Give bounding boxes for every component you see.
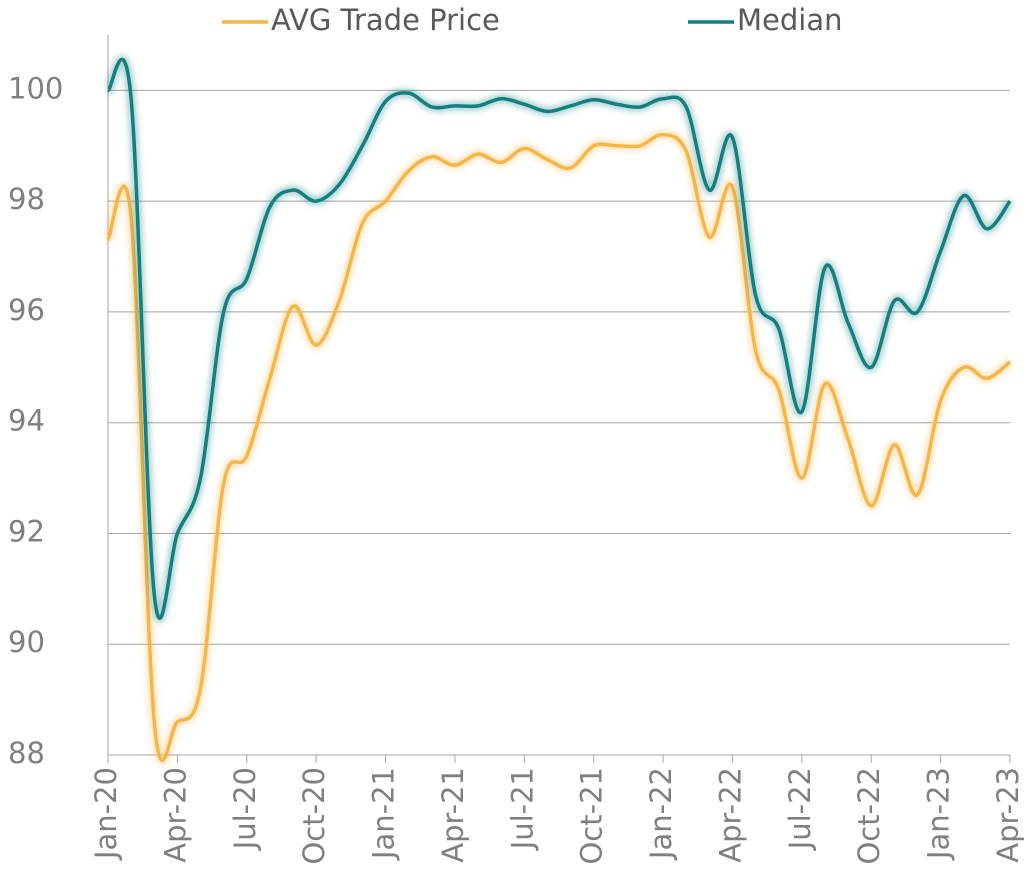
axes: 88 90 92 94 96 98 100 Jan-20 Apr-20 Jul-20 Oct-20 J… [8,35,1025,865]
x-tick-label: Jul-20 [228,767,262,851]
x-tick-label: Jan-22 [644,767,678,861]
line-glow [103,55,1014,623]
x-tick-label: Jan-21 [367,767,401,861]
x-tick-label: Oct-22 [852,767,886,865]
y-tick-label: 94 [8,404,45,438]
x-tick-label: Jan-23 [922,767,956,861]
legend: AVG Trade Price Median [222,3,842,37]
y-tick-label: 92 [8,514,45,548]
x-tick-label: Oct-20 [297,767,331,865]
plot-area [103,55,1014,765]
x-tick-label: Apr-23 [991,767,1025,863]
series-line [106,132,1012,763]
y-tick-label: 100 [8,71,63,105]
x-tick-label: Oct-21 [575,767,609,865]
x-tick-label: Apr-20 [158,767,192,863]
x-tick-label: Jul-22 [783,767,817,851]
x-tick-label: Jul-21 [505,767,539,851]
y-tick-label: 88 [8,736,45,770]
x-tick-label: Jan-20 [89,767,123,861]
legend-label: Median [737,3,842,37]
x-tick-label: Apr-21 [436,767,470,863]
line-glow [103,130,1013,765]
y-tick-label: 90 [8,625,45,659]
legend-label: AVG Trade Price [271,3,500,37]
y-tick-label: 96 [8,293,45,327]
grid [108,89,1010,756]
y-tick-label: 98 [8,182,45,216]
x-tick-label: Apr-22 [713,767,747,863]
series-line [106,57,1012,620]
